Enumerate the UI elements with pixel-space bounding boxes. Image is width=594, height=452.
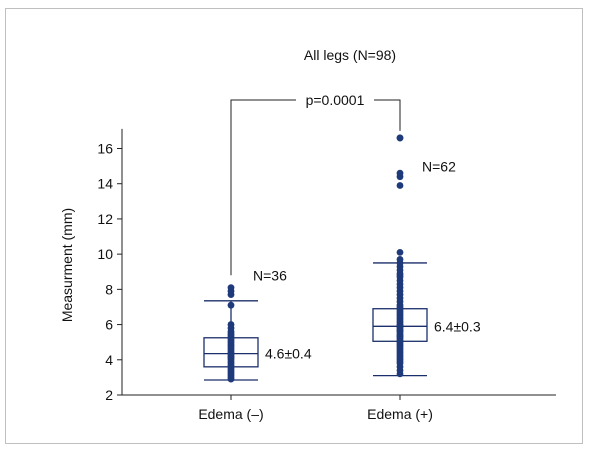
y-axis-label: Measurment (mm) (59, 208, 75, 322)
summary-label: 6.4±0.3 (434, 318, 481, 334)
box-group: N=62 6.4±0.3 (372, 134, 481, 378)
data-point (396, 256, 404, 263)
data-point (396, 169, 404, 177)
y-tick-label: 8 (105, 281, 113, 297)
y-tick-label: 12 (97, 211, 113, 227)
y-tick-label: 10 (97, 246, 113, 262)
y-tick-label: 2 (105, 387, 113, 403)
data-point (396, 134, 404, 142)
box-groups: N=36 4.6±0.4 N=62 6.4±0.3 (203, 134, 481, 383)
n-label: N=36 (253, 268, 287, 284)
data-point (396, 182, 404, 189)
y-tick-label: 4 (105, 352, 113, 368)
x-tick-label: Edema (+) (367, 406, 433, 422)
chart-title: All legs (N=98) (304, 47, 396, 63)
data-point (227, 321, 235, 328)
y-tick-label: 16 (97, 141, 113, 157)
p-value-label: p=0.0001 (306, 92, 365, 108)
n-label: N=62 (422, 158, 456, 174)
data-point (227, 284, 235, 291)
data-point (396, 248, 404, 256)
bracket-left (230, 99, 296, 276)
box-group: N=36 4.6±0.4 (203, 268, 312, 383)
axes: 2 4 6 8 10 12 14 16 Edema (–) Edema (+) (97, 128, 556, 422)
x-tick-label: Edema (–) (198, 406, 263, 422)
bracket-right (374, 99, 401, 131)
summary-label: 4.6±0.4 (265, 346, 312, 362)
chart-frame (5, 8, 583, 444)
y-tick-label: 14 (97, 176, 113, 192)
y-tick-label: 6 (105, 317, 113, 333)
data-point (227, 301, 235, 309)
significance-bracket: p=0.0001 (230, 92, 401, 276)
